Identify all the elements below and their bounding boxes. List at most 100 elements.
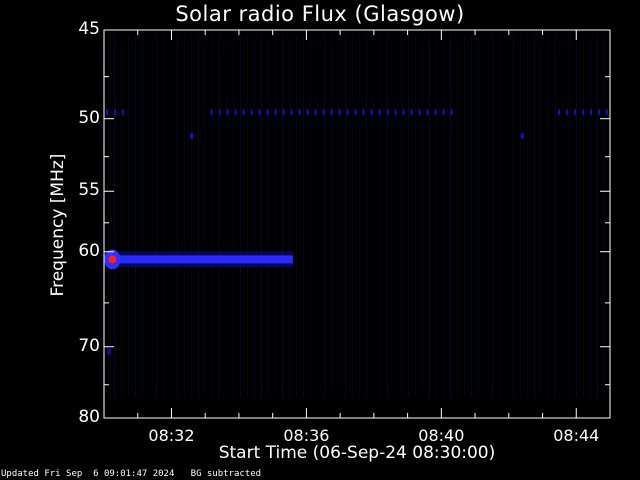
noise-streak bbox=[450, 35, 451, 398]
emission-band bbox=[104, 255, 293, 264]
noise-streak bbox=[548, 35, 549, 398]
emission-dot bbox=[107, 348, 111, 355]
noise-streak bbox=[394, 35, 395, 398]
noise-streak bbox=[142, 35, 143, 398]
dotted-line-dash bbox=[386, 109, 389, 116]
noise-streak bbox=[317, 35, 318, 398]
x-tick-label: 08:40 bbox=[418, 426, 465, 445]
dotted-line-dash bbox=[306, 109, 309, 116]
noise-streak bbox=[576, 35, 577, 398]
noise-streak bbox=[128, 35, 129, 398]
noise-streak bbox=[310, 35, 311, 398]
dotted-line-dash bbox=[210, 109, 213, 116]
y-tick-label: 80 bbox=[78, 407, 100, 427]
dotted-line-dash bbox=[122, 109, 124, 116]
dotted-line-dash bbox=[590, 109, 593, 116]
dotted-line-dash bbox=[402, 109, 405, 116]
dotted-line-dash bbox=[106, 109, 108, 116]
dotted-line-dash bbox=[274, 109, 277, 116]
dotted-line-dash bbox=[298, 109, 301, 116]
noise-streak bbox=[555, 35, 556, 398]
dotted-line-dash bbox=[370, 109, 373, 116]
noise-streak bbox=[219, 35, 220, 398]
noise-streak bbox=[247, 35, 248, 398]
noise-streak bbox=[212, 35, 213, 398]
noise-streak bbox=[569, 35, 570, 398]
dotted-line-dash bbox=[566, 109, 569, 116]
noise-streak bbox=[233, 35, 234, 398]
noise-streak bbox=[282, 35, 283, 398]
noise-streak bbox=[499, 35, 500, 398]
dotted-line-dash bbox=[314, 109, 317, 116]
plot-frame bbox=[103, 29, 611, 419]
dotted-line-dash bbox=[574, 109, 577, 116]
dotted-line-dash bbox=[330, 109, 333, 116]
noise-streak bbox=[422, 35, 423, 398]
noise-streak bbox=[408, 35, 409, 398]
dotted-line-dash bbox=[362, 109, 365, 116]
dotted-line-dash bbox=[582, 109, 585, 116]
noise-streak bbox=[324, 35, 325, 398]
x-tick-label: 08:36 bbox=[283, 426, 330, 445]
noise-streak bbox=[457, 35, 458, 398]
noise-streak bbox=[478, 35, 479, 398]
dotted-line-dash bbox=[606, 109, 609, 116]
noise-streak bbox=[163, 35, 164, 398]
noise-streak bbox=[352, 35, 353, 398]
noise-streak bbox=[226, 35, 227, 398]
noise-streak bbox=[254, 35, 255, 398]
noise-streak bbox=[485, 35, 486, 398]
background-noise-streaks bbox=[107, 35, 605, 398]
dotted-line-dash bbox=[266, 109, 269, 116]
noise-streak bbox=[135, 35, 136, 398]
noise-streak bbox=[520, 35, 521, 398]
noise-streak bbox=[289, 35, 290, 398]
noise-streak bbox=[338, 35, 339, 398]
noise-streak bbox=[513, 35, 514, 398]
chart-title: Solar radio Flux (Glasgow) bbox=[175, 2, 465, 26]
noise-streak bbox=[436, 35, 437, 398]
dotted-line-dash bbox=[250, 109, 253, 116]
noise-streak bbox=[366, 35, 367, 398]
y-tick-label: 50 bbox=[78, 107, 100, 128]
x-tick-label: 08:32 bbox=[148, 426, 195, 445]
noise-streak bbox=[597, 35, 598, 398]
noise-streak bbox=[345, 35, 346, 398]
noise-streak bbox=[198, 35, 199, 398]
noise-streak bbox=[114, 35, 115, 398]
emission-dot bbox=[520, 132, 524, 139]
noise-streak bbox=[156, 35, 157, 398]
noise-streak bbox=[149, 35, 150, 398]
update-footer: Updated Fri Sep 6 09:01:47 2024 BG subtr… bbox=[1, 469, 262, 479]
noise-streak bbox=[590, 35, 591, 398]
noise-streak bbox=[541, 35, 542, 398]
noise-streak bbox=[107, 35, 108, 398]
dotted-line-dash bbox=[394, 109, 397, 116]
dotted-line-dash bbox=[234, 109, 237, 116]
dotted-line-dash bbox=[242, 109, 245, 116]
dotted-line-dash bbox=[410, 109, 413, 116]
x-axis-label: Start Time (06-Sep-24 08:30:00) bbox=[218, 443, 496, 463]
dotted-line-dash bbox=[426, 109, 429, 116]
noise-streak bbox=[296, 35, 297, 398]
y-tick-label: 55 bbox=[78, 180, 100, 201]
noise-streak bbox=[471, 35, 472, 398]
noise-streak bbox=[261, 35, 262, 398]
dotted-line-dash bbox=[346, 109, 349, 116]
dotted-line-dash bbox=[114, 109, 116, 116]
noise-streak bbox=[177, 35, 178, 398]
y-tick-label: 60 bbox=[78, 240, 100, 261]
noise-streak bbox=[534, 35, 535, 398]
dotted-line-dash bbox=[558, 109, 561, 116]
noise-streak bbox=[492, 35, 493, 398]
noise-streak bbox=[387, 35, 388, 398]
noise-streak bbox=[191, 35, 192, 398]
noise-streak bbox=[331, 35, 332, 398]
y-axis-label: Frequency [MHz] bbox=[48, 153, 68, 297]
dotted-line-dash bbox=[418, 109, 421, 116]
dotted-line-dash bbox=[258, 109, 261, 116]
noise-streak bbox=[359, 35, 360, 398]
noise-streak bbox=[205, 35, 206, 398]
dotted-line-dash bbox=[378, 109, 381, 116]
